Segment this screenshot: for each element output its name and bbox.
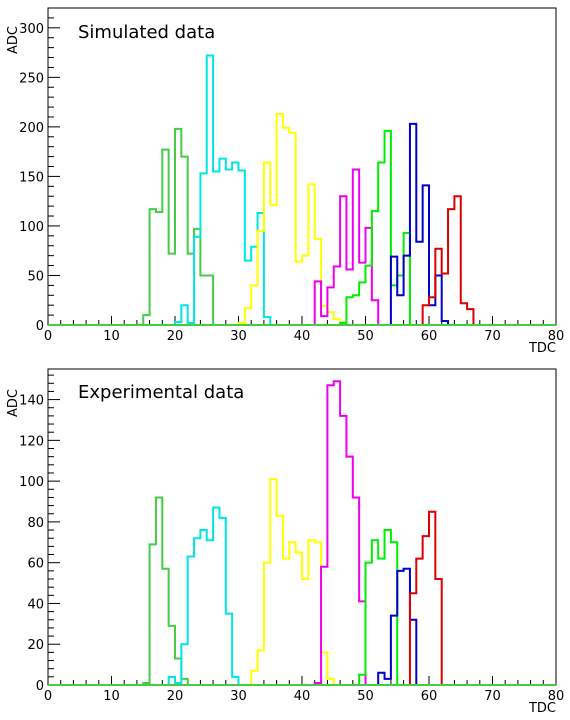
x-tick-label: 40 [294, 329, 311, 344]
histogram-series-2 [237, 112, 342, 325]
x-tick-label: 0 [44, 329, 52, 344]
y-tick-label: 300 [19, 22, 44, 37]
histogram-series-3 [313, 380, 372, 686]
y-axis-title: ADC [6, 26, 21, 54]
x-tick-label: 20 [167, 689, 184, 704]
histogram-series-6 [408, 510, 449, 686]
y-tick-label: 250 [19, 71, 44, 86]
panel-title: Experimental data [78, 382, 244, 403]
x-tick-label: 80 [548, 689, 565, 704]
x-tick-label: 30 [230, 689, 247, 704]
x-tick-label: 0 [44, 689, 52, 704]
x-tick-label: 10 [103, 329, 120, 344]
y-tick-label: 120 [19, 434, 44, 449]
x-tick-label: 50 [357, 689, 374, 704]
histogram-series-3 [313, 168, 385, 326]
histogram-series-1 [167, 506, 240, 685]
x-tick-label: 60 [421, 689, 438, 704]
histogram-series-5 [377, 567, 423, 686]
y-tick-label: 200 [19, 121, 44, 136]
panel-title: Simulated data [78, 22, 215, 43]
y-tick-label: 100 [19, 220, 44, 235]
histogram-series-1 [174, 54, 272, 325]
x-tick-label: 40 [294, 689, 311, 704]
histogram-series-5 [389, 122, 450, 325]
x-tick-label: 50 [357, 329, 374, 344]
x-axis-title: TDC [528, 701, 556, 716]
y-tick-label: 140 [19, 394, 44, 409]
x-axis-title: TDC [528, 341, 556, 356]
y-tick-label: 60 [27, 557, 44, 572]
y-tick-label: 100 [19, 475, 44, 490]
y-tick-label: 0 [36, 679, 44, 694]
y-tick-label: 50 [27, 269, 44, 284]
histogram-series-6 [421, 195, 480, 326]
histogram-series-4 [358, 529, 404, 686]
histogram-series-0 [142, 127, 215, 325]
y-axis-title: ADC [6, 389, 21, 417]
x-tick-label: 30 [230, 329, 247, 344]
y-tick-label: 80 [27, 516, 44, 531]
y-tick-label: 0 [36, 319, 44, 334]
x-tick-label: 80 [548, 329, 565, 344]
histogram-series-4 [339, 129, 417, 326]
x-tick-label: 70 [484, 689, 501, 704]
x-tick-label: 20 [167, 329, 184, 344]
x-tick-label: 60 [421, 329, 438, 344]
y-tick-label: 150 [19, 170, 44, 185]
x-tick-label: 10 [103, 689, 120, 704]
x-tick-label: 70 [484, 329, 501, 344]
y-tick-label: 20 [27, 638, 44, 653]
plot-frame-1 [47, 368, 557, 686]
plot-frame-0 [47, 7, 557, 326]
y-tick-label: 40 [27, 597, 44, 612]
